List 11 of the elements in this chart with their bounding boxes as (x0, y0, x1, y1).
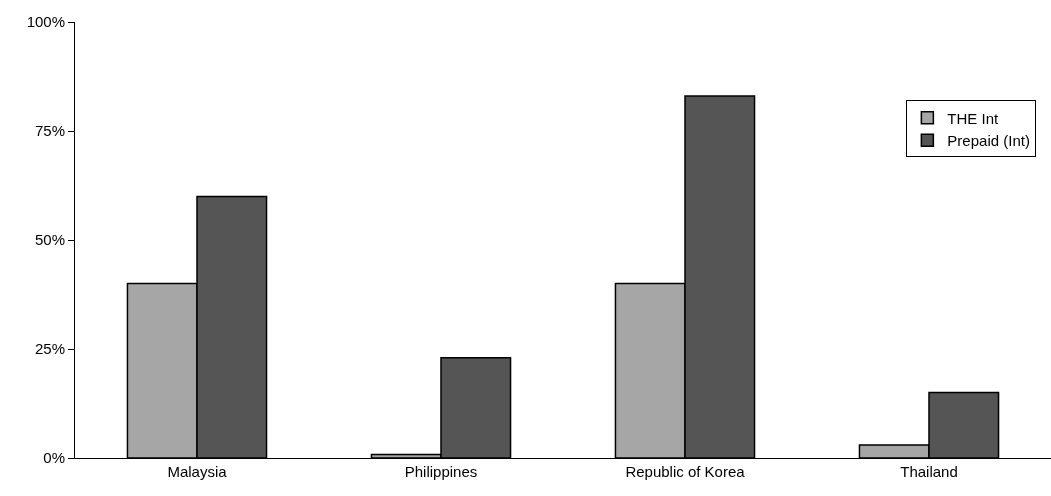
y-tick-label: 100% (26, 13, 65, 31)
y-tick-label: 25% (34, 340, 65, 358)
y-tick-label: 0% (43, 449, 65, 467)
x-tick-label: Republic of Korea (625, 463, 746, 480)
x-tick-label: Philippines (404, 463, 478, 480)
y-tick-label: 75% (34, 122, 65, 140)
x-tick-label: Thailand (900, 463, 958, 480)
legend-label: Prepaid (Int) (947, 132, 1030, 150)
y-tick-label: 50% (34, 231, 65, 249)
legend-label: THE Int (947, 109, 1000, 127)
x-tick-label: Malaysia (167, 463, 228, 480)
